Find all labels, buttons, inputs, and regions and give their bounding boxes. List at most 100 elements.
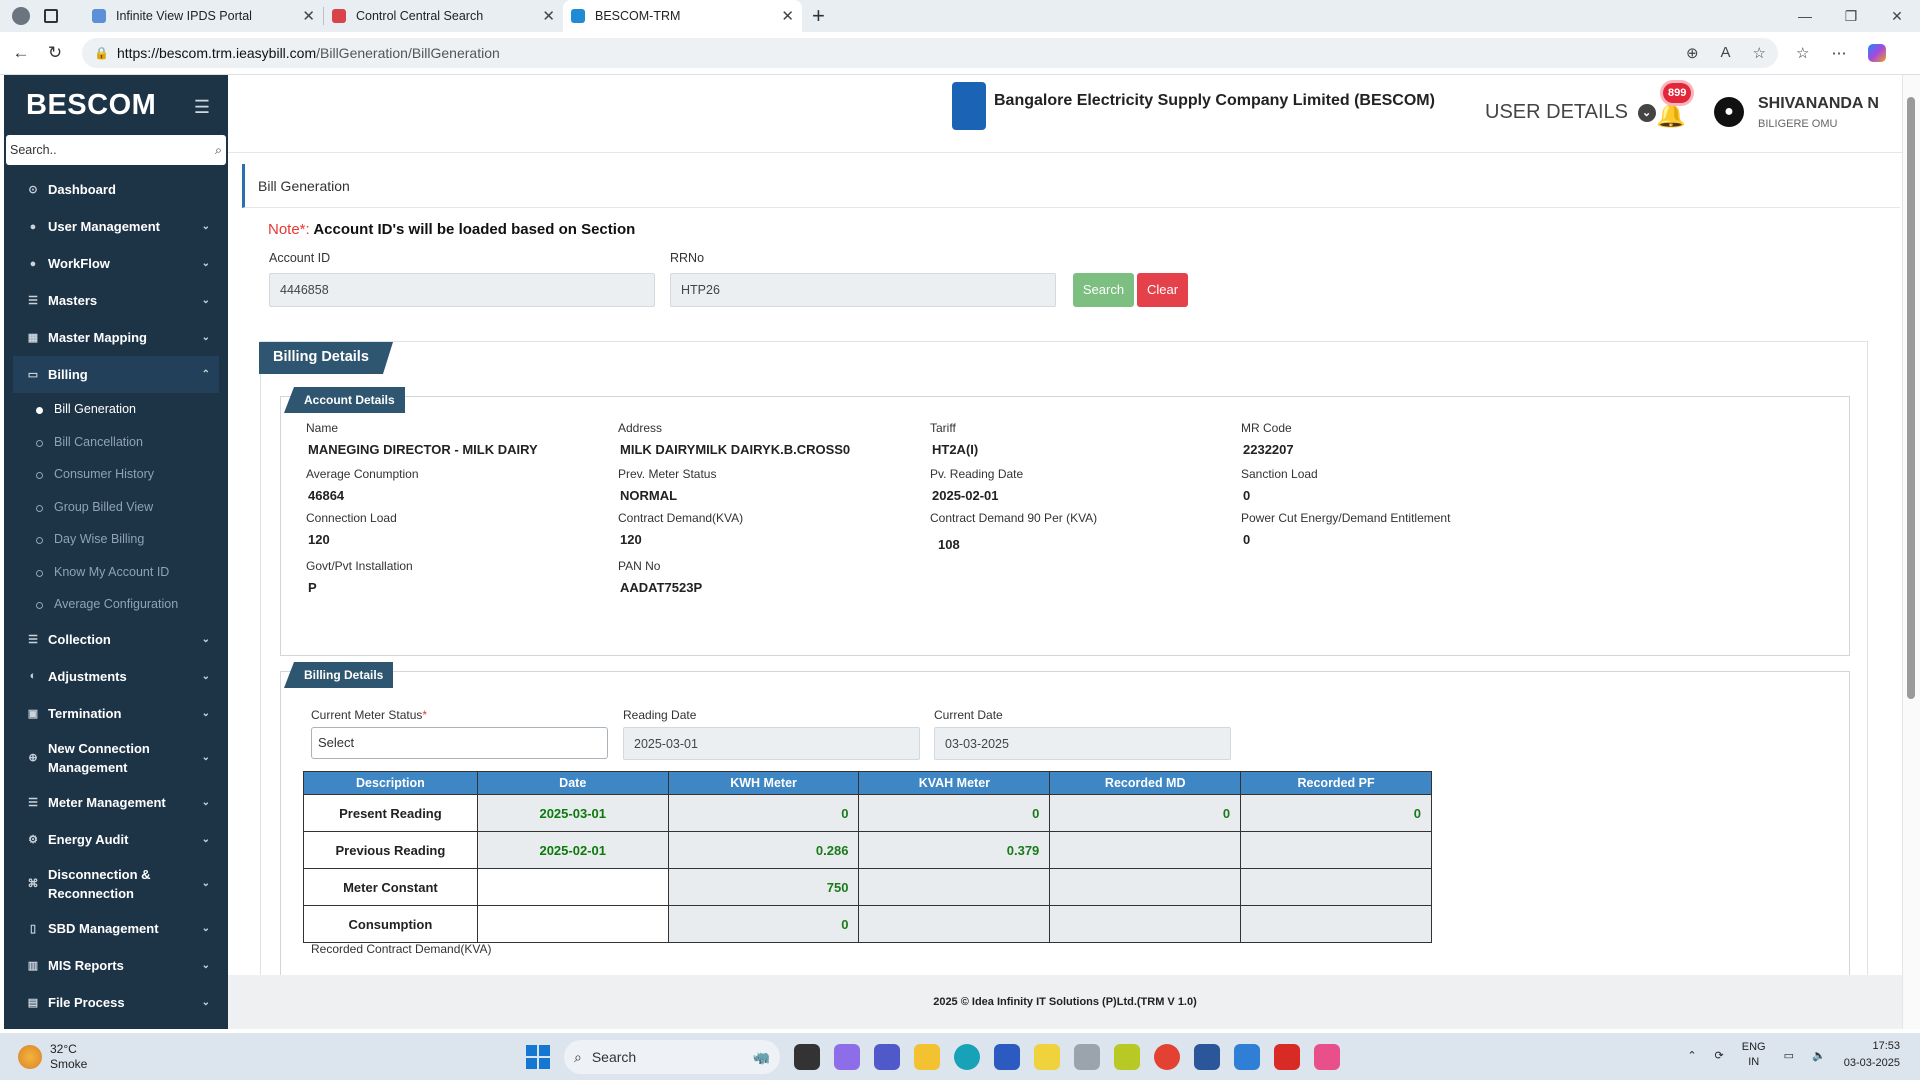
sidebar-subitem[interactable]: Know My Account ID	[4, 556, 228, 589]
snipping-tool-icon[interactable]	[1314, 1044, 1340, 1070]
sidebar-item-collection[interactable]: ☰ Collection ⌄	[4, 621, 228, 658]
sidebar-item-master-mapping[interactable]: ▦ Master Mapping ⌄	[4, 319, 228, 356]
browser-tab[interactable]: Control Central Search ✕	[324, 0, 563, 32]
scrollbar[interactable]	[1902, 75, 1920, 1029]
sidebar-subitem[interactable]: Average Configuration	[4, 588, 228, 621]
sidebar-subitem[interactable]: Bill Generation	[4, 393, 228, 426]
sync-icon[interactable]: ⟳	[1714, 1049, 1724, 1062]
hamburger-icon[interactable]: ☰	[193, 97, 210, 117]
browser-tab-active[interactable]: BESCOM-TRM ✕	[563, 0, 802, 32]
url-field[interactable]: 🔒 https://bescom.trm.ieasybill.com/BillG…	[82, 38, 1778, 68]
reading-date-input[interactable]: 2025-03-01	[623, 727, 920, 760]
pdf-icon[interactable]	[1274, 1044, 1300, 1070]
word-icon[interactable]	[1194, 1044, 1220, 1070]
sidebar-item-termination[interactable]: ▣ Termination ⌄	[4, 695, 228, 732]
user-avatar-icon[interactable]: ●	[1714, 97, 1744, 127]
table-cell[interactable]: 0	[667, 794, 860, 832]
close-tab-icon[interactable]: ✕	[302, 8, 315, 25]
task-view-icon[interactable]	[794, 1044, 820, 1070]
edge-icon[interactable]	[954, 1044, 980, 1070]
billing-details-heading: Billing Details	[259, 342, 393, 374]
sidebar-item-sbd-management[interactable]: ▯ SBD Management ⌄	[4, 910, 228, 947]
sidebar-item-masters[interactable]: ☰ Masters ⌄	[4, 282, 228, 319]
volume-icon[interactable]: 🔈	[1812, 1049, 1826, 1062]
copilot-app-icon[interactable]	[834, 1044, 860, 1070]
file-icon: ▤	[27, 996, 39, 1009]
current-date-input[interactable]: 03-03-2025	[934, 727, 1231, 760]
language-indicator[interactable]: ENG IN	[1741, 1041, 1766, 1068]
sidebar-item-meter-management[interactable]: ☰ Meter Management ⌄	[4, 784, 228, 821]
read-aloud-icon[interactable]: A	[1720, 44, 1731, 61]
favorites-icon[interactable]: ☆	[1796, 45, 1810, 62]
field-label: Tariff	[930, 421, 956, 435]
search-icon[interactable]: ⌕	[214, 142, 222, 157]
sidebar-subitem[interactable]: Group Billed View	[4, 491, 228, 524]
close-window-icon[interactable]: ✕	[1891, 7, 1903, 24]
sidebar-item-energy-audit[interactable]: ⚙ Energy Audit ⌄	[4, 821, 228, 858]
close-tab-icon[interactable]: ✕	[781, 8, 794, 25]
chevron-up-icon[interactable]: ⌃	[1687, 1049, 1697, 1062]
meter-status-select[interactable]: Select	[311, 727, 608, 759]
restore-icon[interactable]: ❐	[1844, 7, 1858, 24]
sidebar-subitem[interactable]: Day Wise Billing	[4, 523, 228, 556]
back-icon[interactable]: ←	[12, 43, 30, 62]
tab-actions-icon[interactable]	[44, 9, 58, 23]
sidebar-subitem[interactable]: Bill Cancellation	[4, 426, 228, 459]
sidebar-item-dashboard[interactable]: ⊙ Dashboard	[4, 171, 228, 208]
profile-icon[interactable]	[12, 7, 30, 25]
scrollbar-thumb[interactable]	[1907, 97, 1915, 699]
search-button[interactable]: Search	[1073, 273, 1134, 307]
sidebar-item-label: Dashboard	[48, 182, 116, 197]
sidebar-item-disconnection-reconnection[interactable]: ⌘ Disconnection & Reconnection ⌄	[4, 858, 228, 910]
weather-widget[interactable]: 32°C Smoke	[18, 1042, 87, 1072]
sidebar-item-billing[interactable]: ▭ Billing ⌃	[13, 356, 219, 393]
minimize-icon[interactable]: —	[1798, 8, 1812, 24]
close-tab-icon[interactable]: ✕	[542, 8, 555, 25]
copilot-icon[interactable]	[1868, 44, 1887, 62]
sidebar-item-workflow[interactable]: ● WorkFlow ⌄	[4, 245, 228, 282]
account-id-input[interactable]: 4446858	[269, 273, 655, 307]
start-icon[interactable]	[526, 1045, 550, 1069]
paint-icon[interactable]	[1234, 1044, 1260, 1070]
sidebar-subitem[interactable]: Consumer History	[4, 458, 228, 491]
sticky-notes-icon[interactable]	[1034, 1044, 1060, 1070]
table-cell[interactable]: 0	[1240, 794, 1432, 832]
bell-icon[interactable]: 🔔	[1656, 102, 1686, 129]
clear-button[interactable]: Clear	[1137, 273, 1188, 307]
taskbar-search[interactable]: ⌕ Search 🦏	[564, 1040, 780, 1074]
file-explorer-icon[interactable]	[914, 1044, 940, 1070]
user-details-dropdown[interactable]: USER DETAILS ⌄	[1485, 101, 1656, 124]
sidebar-search-input[interactable]: Search.. ⌕	[6, 135, 226, 165]
store-icon[interactable]	[994, 1044, 1020, 1070]
sidebar-item-new-connection-management[interactable]: ⊕ New Connection Management ⌄	[4, 732, 228, 784]
table-cell[interactable]: 0	[1049, 794, 1242, 832]
table-cell[interactable]: 0	[858, 794, 1051, 832]
teams-icon[interactable]	[874, 1044, 900, 1070]
sidebar-item-adjustments[interactable]: ◐ Adjustments ⌄	[4, 658, 228, 695]
browser-tab[interactable]: Infinite View IPDS Portal ✕	[84, 0, 323, 32]
favorite-star-icon[interactable]: ☆	[1752, 45, 1766, 62]
section-note: Note*: Account ID's will be loaded based…	[268, 221, 635, 238]
reading-date-label: Reading Date	[623, 708, 697, 722]
field-label: Contract Demand 90 Per (KVA)	[930, 511, 1098, 525]
chevron-up-icon: ⌃	[201, 369, 210, 380]
sidebar-item-file-process[interactable]: ▤ File Process ⌄	[4, 984, 228, 1021]
sidebar-item-mis-reports[interactable]: ▥ MIS Reports ⌄	[4, 947, 228, 984]
network-icon[interactable]: ▭	[1783, 1049, 1795, 1062]
reload-icon[interactable]: ↻	[47, 43, 63, 62]
termination-icon: ▣	[27, 707, 39, 720]
sidebar-item-label: Meter Management	[48, 794, 166, 810]
calculator-icon[interactable]	[1074, 1044, 1100, 1070]
chrome-icon[interactable]	[1154, 1044, 1180, 1070]
new-tab-icon[interactable]: +	[812, 3, 825, 28]
zoom-icon[interactable]: ⊕	[1685, 45, 1699, 62]
more-icon[interactable]: ⋯	[1831, 45, 1847, 62]
rrno-input[interactable]: HTP26	[670, 273, 1056, 307]
table-cell	[1240, 868, 1432, 906]
sidebar-item-label: MIS Reports	[48, 957, 124, 973]
app-icon[interactable]	[1114, 1044, 1140, 1070]
table-cell: 750	[667, 868, 860, 906]
sidebar-item-user-management[interactable]: ● User Management ⌄	[4, 208, 228, 245]
clock[interactable]: 17:53 03-03-2025	[1844, 1038, 1900, 1072]
search-placeholder: Search..	[10, 143, 57, 157]
